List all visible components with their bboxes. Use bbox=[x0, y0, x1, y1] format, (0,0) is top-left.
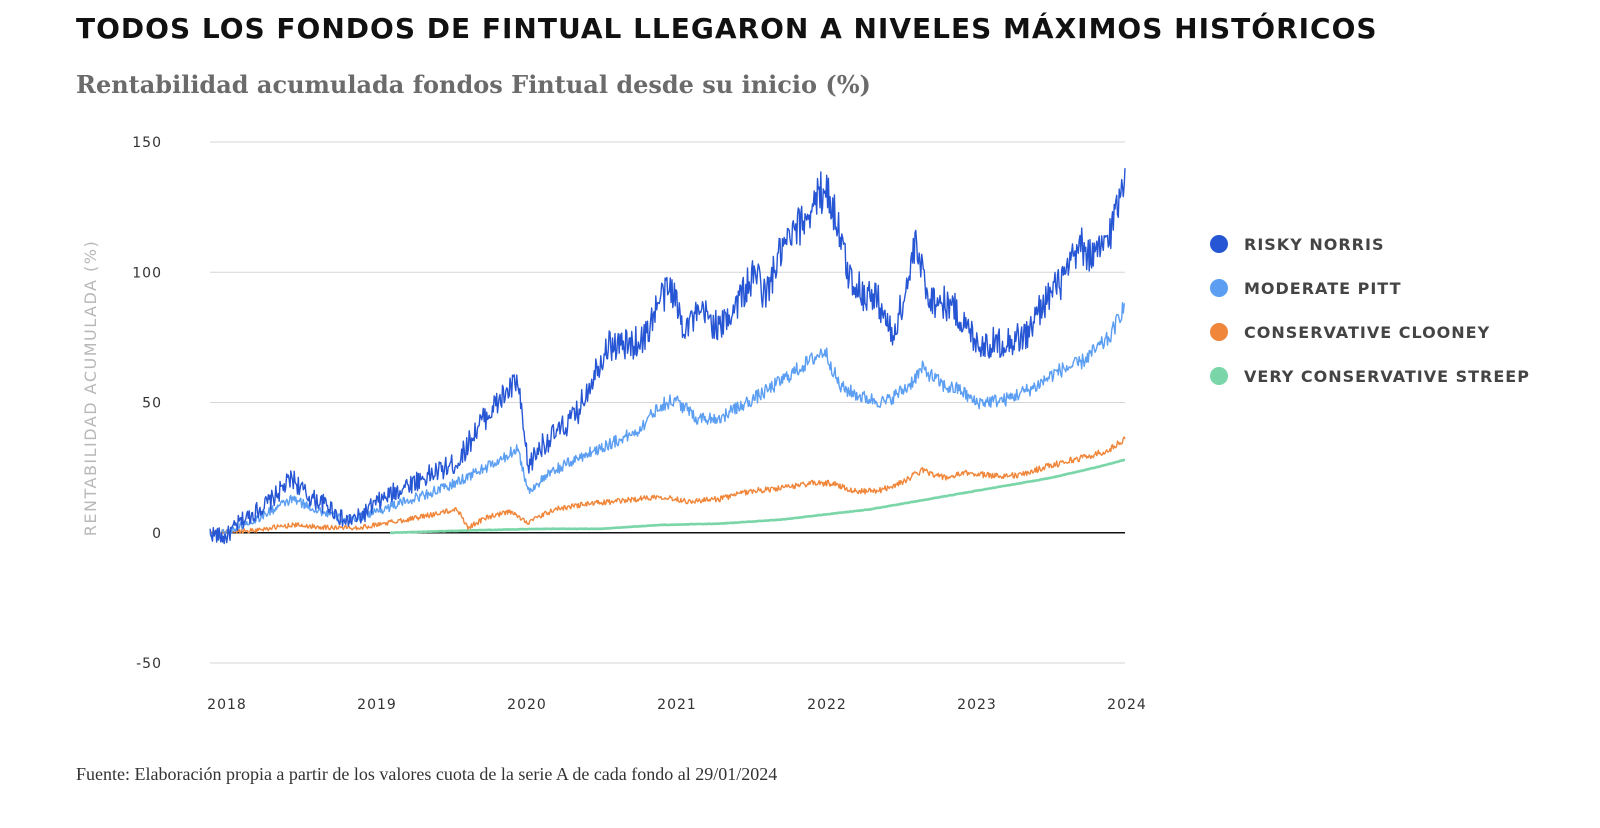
legend-label: RISKY NORRIS bbox=[1244, 234, 1385, 254]
x-tick-label: 2018 bbox=[207, 697, 247, 713]
legend-label: VERY CONSERVATIVE STREEP bbox=[1244, 366, 1530, 386]
series-line-very-conservative-streep bbox=[389, 458, 1126, 535]
series-line-risky-norris bbox=[209, 168, 1126, 545]
series-line-conservative-clooney bbox=[209, 436, 1126, 535]
x-tick-label: 2020 bbox=[507, 697, 547, 713]
y-axis-label: RENTABILIDAD ACUMULADA (%) bbox=[81, 240, 100, 536]
series-line-moderate-pitt bbox=[209, 302, 1126, 538]
y-tick-label: 150 bbox=[132, 135, 162, 151]
legend-item-conservative-clooney[interactable]: CONSERVATIVE CLOONEY bbox=[1210, 310, 1530, 354]
x-tick-label: 2019 bbox=[357, 697, 397, 713]
legend-dot-icon bbox=[1210, 323, 1228, 341]
legend-item-very-conservative-streep[interactable]: VERY CONSERVATIVE STREEP bbox=[1210, 354, 1530, 398]
legend-dot-icon bbox=[1210, 367, 1228, 385]
legend-dot-icon bbox=[1210, 235, 1228, 253]
chart-title: TODOS LOS FONDOS DE FINTUAL LLEGARON A N… bbox=[76, 12, 1378, 45]
x-tick-labels: 2018 2019 2020 2021 2022 2023 2024 bbox=[207, 697, 1147, 713]
legend-label: CONSERVATIVE CLOONEY bbox=[1244, 322, 1491, 342]
y-tick-label: 50 bbox=[142, 396, 162, 412]
y-tick-label: 0 bbox=[152, 526, 162, 542]
x-tick-label: 2022 bbox=[807, 697, 847, 713]
legend-item-risky-norris[interactable]: RISKY NORRIS bbox=[1210, 222, 1530, 266]
legend-dot-icon bbox=[1210, 279, 1228, 297]
legend-label: MODERATE PITT bbox=[1244, 278, 1402, 298]
x-tick-label: 2024 bbox=[1107, 697, 1147, 713]
x-tick-label: 2023 bbox=[957, 697, 997, 713]
series-lines bbox=[209, 168, 1126, 545]
legend: RISKY NORRIS MODERATE PITT CONSERVATIVE … bbox=[1210, 222, 1530, 398]
x-tick-label: 2021 bbox=[657, 697, 697, 713]
chart-subtitle: Rentabilidad acumulada fondos Fintual de… bbox=[76, 70, 871, 99]
legend-item-moderate-pitt[interactable]: MODERATE PITT bbox=[1210, 266, 1530, 310]
y-tick-labels: 150 100 50 0 -50 bbox=[132, 135, 162, 672]
y-tick-label: -50 bbox=[136, 656, 162, 672]
source-note: Fuente: Elaboración propia a partir de l… bbox=[76, 764, 778, 784]
y-tick-label: 100 bbox=[132, 265, 162, 281]
